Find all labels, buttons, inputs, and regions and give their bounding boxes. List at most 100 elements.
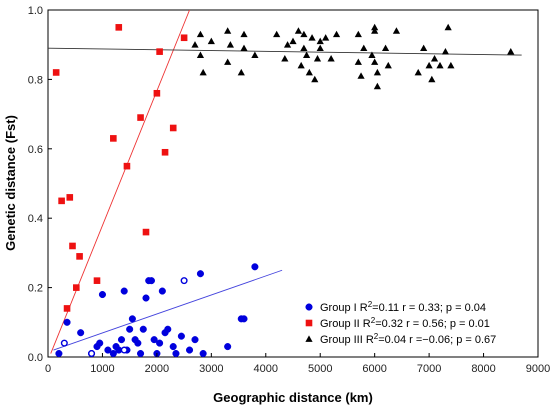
- legend-entry-3: Group III R2=0.04 r =−0.06; p = 0.67: [320, 332, 496, 346]
- x-tick-label: 2000: [145, 363, 169, 375]
- point-group-3: [354, 58, 362, 65]
- point-group-1: [156, 339, 164, 347]
- point-group-2: [110, 135, 117, 142]
- point-group-1: [120, 287, 128, 295]
- point-group-3: [281, 54, 289, 62]
- point-group-2: [76, 253, 83, 260]
- point-group-3: [199, 68, 207, 76]
- point-group-3: [196, 30, 205, 38]
- y-tick-label: 0.0: [28, 352, 43, 364]
- point-group-3: [436, 61, 444, 69]
- point-group-1: [240, 315, 248, 323]
- point-group-3: [381, 44, 390, 52]
- point-group-1: [126, 325, 134, 333]
- y-tick-label: 0.4: [28, 213, 43, 225]
- point-group-2: [169, 124, 177, 132]
- x-tick-label: 7000: [417, 363, 441, 375]
- point-group-3: [444, 23, 452, 31]
- point-group-2: [161, 148, 169, 156]
- point-group-1: [98, 290, 106, 299]
- point-group-3: [300, 30, 308, 38]
- point-group-3: [384, 61, 392, 69]
- point-group-1: [77, 329, 85, 337]
- point-group-3: [224, 58, 232, 65]
- point-group-3: [196, 51, 205, 58]
- point-group-2: [115, 24, 123, 31]
- point-group-3: [357, 72, 365, 79]
- point-group-1: [158, 287, 166, 295]
- point-group-3: [251, 51, 259, 58]
- point-group-3: [237, 68, 245, 76]
- point-group-3: [316, 37, 324, 45]
- point-group-1: [199, 349, 207, 358]
- x-tick-label: 6000: [362, 363, 386, 375]
- point-group-3: [425, 61, 433, 69]
- point-group-1: [172, 349, 180, 358]
- point-group-3: [371, 27, 379, 34]
- point-group-2: [93, 277, 101, 284]
- point-group-3: [224, 27, 232, 34]
- point-group-1: [109, 349, 117, 358]
- trend-line-3: [47, 47, 522, 56]
- x-tick-label: 4000: [254, 363, 278, 375]
- x-tick-label: 8000: [471, 363, 495, 375]
- point-group-3: [371, 58, 379, 65]
- point-group-1: [191, 336, 199, 344]
- open-point-group-1: [60, 339, 68, 347]
- legend-marker-2: [305, 319, 313, 327]
- point-group-2: [58, 197, 65, 205]
- y-tick-label: 0.8: [28, 74, 43, 86]
- legend-marker-3: [305, 335, 313, 342]
- point-group-3: [303, 51, 311, 58]
- point-group-3: [308, 34, 316, 41]
- axis-ticks: 0 1000 2000 3000 4000 5000 6000 7000 8000 9000 0.0…: [28, 5, 550, 375]
- point-group-1: [224, 343, 232, 351]
- point-group-3: [428, 75, 436, 83]
- point-group-3: [371, 23, 379, 31]
- point-group-3: [373, 68, 381, 76]
- point-group-3: [207, 37, 215, 45]
- point-group-3: [392, 27, 401, 34]
- point-group-3: [332, 30, 341, 38]
- x-axis-title: Geographic distance (km): [213, 390, 373, 405]
- point-group-1: [142, 294, 150, 302]
- point-group-3: [313, 54, 322, 62]
- point-group-3: [226, 41, 234, 48]
- y-tick-label: 1.0: [28, 5, 43, 17]
- point-group-3: [240, 30, 248, 38]
- data-points: [52, 23, 515, 358]
- trend-line-1: [53, 269, 283, 351]
- point-group-2: [66, 194, 74, 201]
- point-group-3: [305, 68, 313, 76]
- plot-frame: [47, 9, 539, 358]
- legend-entry-2: Group II R2=0.32 r = 0.56; p = 0.01: [320, 316, 490, 330]
- y-tick-label: 0.6: [28, 144, 43, 156]
- x-tick-label: 5000: [308, 363, 332, 375]
- x-tick-label: 1000: [90, 363, 114, 375]
- point-group-1: [164, 325, 172, 333]
- point-group-2: [156, 48, 163, 55]
- legend-marker-1: [305, 303, 313, 311]
- point-group-3: [311, 75, 319, 83]
- point-group-3: [191, 41, 199, 48]
- point-group-1: [147, 277, 155, 285]
- point-group-2: [142, 228, 150, 236]
- point-group-2: [153, 89, 161, 97]
- x-tick-label: 3000: [199, 363, 223, 375]
- point-group-3: [322, 34, 330, 41]
- point-group-1: [104, 346, 112, 354]
- point-group-1: [186, 346, 194, 354]
- point-group-1: [128, 315, 136, 323]
- legend: Group I R2=0.11 r = 0.33; p = 0.04 Group …: [305, 300, 496, 346]
- open-point-group-1: [180, 277, 188, 285]
- point-group-1: [169, 343, 177, 351]
- point-group-1: [139, 325, 147, 333]
- point-group-2: [180, 34, 188, 42]
- point-group-1: [134, 339, 142, 347]
- point-group-1: [117, 336, 126, 344]
- point-group-1: [251, 263, 259, 271]
- y-tick-label: 0.2: [28, 283, 43, 295]
- point-group-3: [414, 68, 422, 76]
- open-point-group-1: [88, 350, 96, 358]
